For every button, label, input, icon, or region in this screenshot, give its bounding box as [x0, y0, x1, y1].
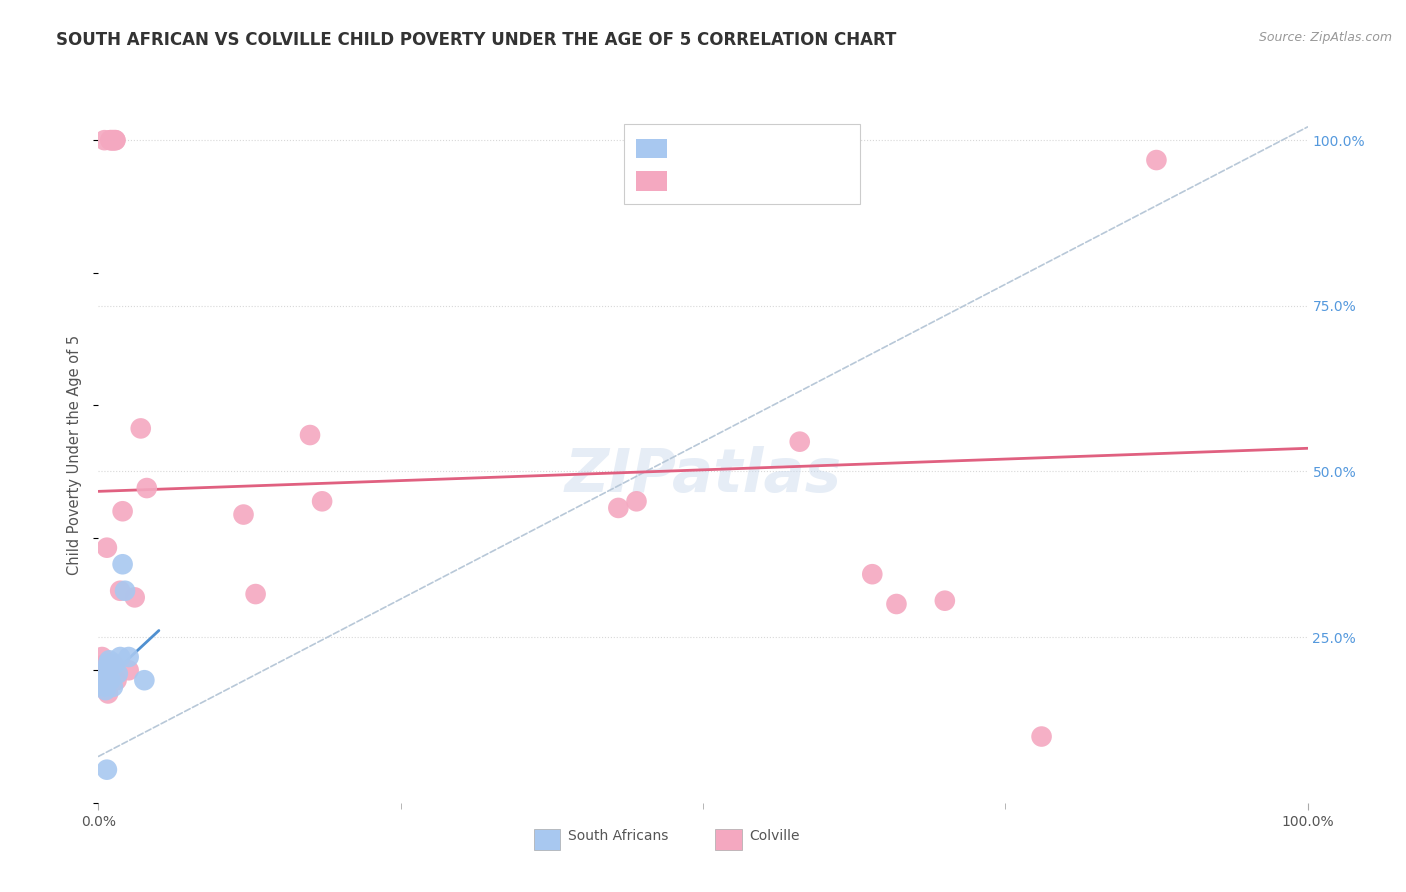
Point: [101, 133, 124, 147]
Point: [96, 670, 118, 684]
Point: [311, 494, 333, 508]
Point: [245, 587, 267, 601]
Point: [124, 591, 146, 605]
Point: [100, 673, 122, 688]
Point: [1031, 730, 1053, 744]
Text: 0.084: 0.084: [728, 165, 776, 183]
Text: R =: R =: [682, 133, 718, 151]
Point: [1146, 153, 1168, 167]
Point: [111, 504, 134, 518]
Point: [91, 673, 114, 688]
Point: [100, 673, 122, 688]
Point: [91, 666, 114, 681]
Point: [93, 666, 115, 681]
Point: [98, 653, 121, 667]
Point: [232, 508, 254, 522]
Point: [105, 673, 128, 688]
Point: [94, 657, 117, 671]
Text: Colville: Colville: [749, 830, 800, 843]
Point: [607, 500, 630, 515]
Point: [97, 686, 120, 700]
Point: [118, 663, 141, 677]
Point: [114, 583, 136, 598]
Point: [96, 763, 118, 777]
Text: ZIPatlas: ZIPatlas: [564, 446, 842, 505]
Point: [100, 133, 122, 147]
Text: South Africans: South Africans: [568, 830, 668, 843]
Point: [101, 680, 124, 694]
Point: [96, 670, 118, 684]
FancyBboxPatch shape: [637, 138, 666, 158]
Text: N =: N =: [789, 133, 837, 151]
Text: 0.220: 0.220: [728, 133, 776, 151]
Text: Source: ZipAtlas.com: Source: ZipAtlas.com: [1258, 31, 1392, 45]
Point: [94, 683, 117, 698]
Point: [118, 650, 141, 665]
Text: 31: 31: [839, 165, 860, 183]
Point: [860, 567, 883, 582]
Point: [104, 657, 127, 671]
Point: [100, 133, 122, 147]
Point: [111, 558, 134, 572]
Point: [107, 666, 129, 681]
Point: [108, 650, 131, 665]
Point: [104, 133, 127, 147]
Point: [97, 657, 120, 671]
Text: SOUTH AFRICAN VS COLVILLE CHILD POVERTY UNDER THE AGE OF 5 CORRELATION CHART: SOUTH AFRICAN VS COLVILLE CHILD POVERTY …: [56, 31, 897, 49]
Text: N =: N =: [789, 165, 837, 183]
Point: [91, 673, 114, 688]
Point: [93, 680, 115, 694]
Point: [129, 421, 152, 435]
Point: [626, 494, 648, 508]
Point: [789, 434, 811, 449]
Text: 17: 17: [839, 133, 860, 151]
Point: [299, 428, 322, 442]
Text: R =: R =: [682, 165, 718, 183]
FancyBboxPatch shape: [624, 124, 860, 204]
Point: [96, 541, 118, 555]
Point: [101, 133, 124, 147]
FancyBboxPatch shape: [637, 171, 666, 191]
Point: [934, 593, 956, 607]
FancyBboxPatch shape: [534, 830, 561, 850]
Point: [886, 597, 908, 611]
FancyBboxPatch shape: [716, 830, 742, 850]
Point: [101, 657, 124, 671]
Point: [93, 133, 115, 147]
Point: [91, 650, 114, 665]
Point: [135, 481, 157, 495]
Y-axis label: Child Poverty Under the Age of 5: Child Poverty Under the Age of 5: [67, 334, 83, 575]
Point: [134, 673, 156, 688]
Point: [104, 133, 127, 147]
Point: [108, 583, 131, 598]
